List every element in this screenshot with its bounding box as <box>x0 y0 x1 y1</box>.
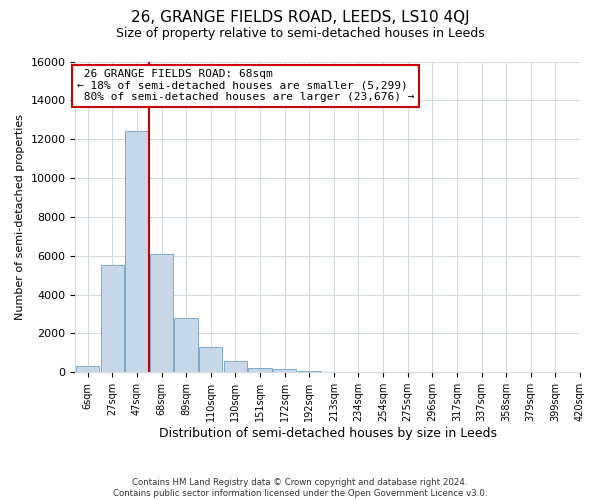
Bar <box>175 318 198 372</box>
Bar <box>125 132 149 372</box>
Bar <box>273 370 296 372</box>
Bar <box>224 360 247 372</box>
Bar <box>298 371 321 372</box>
Y-axis label: Number of semi-detached properties: Number of semi-detached properties <box>15 114 25 320</box>
X-axis label: Distribution of semi-detached houses by size in Leeds: Distribution of semi-detached houses by … <box>159 427 497 440</box>
Text: Contains HM Land Registry data © Crown copyright and database right 2024.
Contai: Contains HM Land Registry data © Crown c… <box>113 478 487 498</box>
Text: 26 GRANGE FIELDS ROAD: 68sqm
← 18% of semi-detached houses are smaller (5,299)
 : 26 GRANGE FIELDS ROAD: 68sqm ← 18% of se… <box>77 70 414 102</box>
Bar <box>199 347 223 372</box>
Text: 26, GRANGE FIELDS ROAD, LEEDS, LS10 4QJ: 26, GRANGE FIELDS ROAD, LEEDS, LS10 4QJ <box>131 10 469 25</box>
Bar <box>101 266 124 372</box>
Bar <box>248 368 272 372</box>
Bar <box>150 254 173 372</box>
Text: Size of property relative to semi-detached houses in Leeds: Size of property relative to semi-detach… <box>116 28 484 40</box>
Bar <box>76 366 100 372</box>
